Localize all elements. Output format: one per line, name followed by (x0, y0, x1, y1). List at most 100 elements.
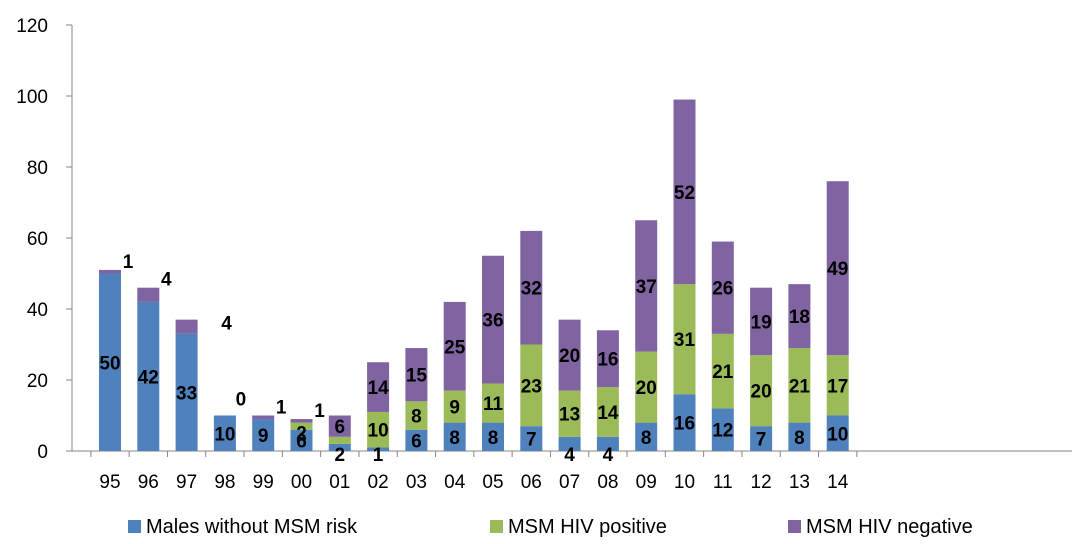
bar-segment (596, 330, 619, 388)
bar-segment (252, 419, 275, 451)
data-label: 42 (138, 367, 159, 388)
bar-segment (443, 301, 466, 391)
data-label: 4 (603, 445, 614, 466)
bar-segment (405, 348, 428, 402)
bar-segment (558, 319, 581, 391)
legend-label: Males without MSM risk (146, 516, 358, 538)
x-tick-label: 04 (444, 472, 466, 493)
data-label: 11 (483, 394, 504, 415)
data-label: 15 (406, 366, 428, 387)
bar-segment (328, 415, 351, 437)
data-label: 8 (641, 428, 652, 449)
x-tick-label: 08 (597, 472, 618, 493)
x-tick-label: 05 (482, 472, 503, 493)
x-tick-label: 97 (176, 472, 197, 493)
bar-segment (635, 220, 658, 352)
bar-segment (673, 99, 696, 285)
data-label: 50 (99, 353, 120, 374)
bar-segment (520, 426, 543, 451)
x-tick-label: 01 (329, 472, 350, 493)
data-label: 10 (214, 424, 235, 445)
bar-segment (99, 273, 121, 451)
data-label: 20 (559, 346, 580, 367)
bar-segment (711, 408, 734, 451)
data-label: 4 (221, 314, 232, 335)
bar-segment (788, 284, 811, 349)
x-tick-label: 96 (138, 472, 159, 493)
bar-segment (405, 401, 428, 430)
data-label: 14 (368, 378, 390, 399)
bar-segment (99, 269, 121, 274)
legend-item: MSM HIV negative (788, 516, 973, 538)
y-tick-label: 40 (27, 300, 48, 321)
bar-segment (788, 422, 811, 451)
data-label: 7 (526, 430, 537, 451)
bar-segment (175, 333, 198, 451)
bar-segment (673, 394, 696, 451)
data-label: 6 (296, 431, 307, 452)
data-label: 20 (751, 382, 772, 403)
data-label: 25 (444, 337, 466, 358)
data-labels: 5014243341009162126110146815892581136723… (99, 183, 848, 466)
bar-segment (405, 429, 428, 451)
data-label: 18 (789, 307, 810, 328)
data-label: 8 (794, 428, 805, 449)
x-tick-label: 13 (789, 472, 810, 493)
bar-segment (596, 387, 619, 437)
data-label: 9 (449, 398, 460, 419)
data-label: 1 (314, 401, 325, 422)
bar-segment (826, 355, 849, 416)
data-label: 9 (258, 426, 269, 447)
bar-segment (482, 422, 504, 451)
data-label: 8 (449, 428, 460, 449)
x-tick-label: 10 (674, 472, 695, 493)
bar-segment (290, 419, 313, 423)
bar-segment (711, 333, 734, 409)
legend-label: MSM HIV positive (508, 516, 667, 538)
x-tick-label: 95 (99, 472, 120, 493)
data-label: 10 (827, 424, 848, 445)
x-tick-label: 07 (559, 472, 580, 493)
data-label: 17 (827, 376, 848, 397)
data-label: 49 (827, 259, 848, 280)
bar-segment (137, 301, 160, 451)
x-tick-label: 98 (214, 472, 235, 493)
bar-segment (443, 390, 466, 423)
data-label: 21 (712, 362, 734, 383)
x-tick-label: 09 (636, 472, 657, 493)
data-label: 52 (674, 183, 695, 204)
x-tick-label: 03 (406, 472, 427, 493)
legend-label: MSM HIV negative (806, 516, 973, 538)
legend-swatch (128, 520, 141, 533)
data-label: 1 (373, 445, 384, 466)
data-label: 36 (482, 311, 503, 332)
data-label: 10 (368, 421, 389, 442)
data-label: 6 (335, 417, 346, 438)
legend-swatch (490, 520, 503, 533)
bar-segment (213, 415, 236, 451)
y-tick-label: 60 (27, 229, 48, 250)
y-axis: 0 20 40 60 80 100 120 (16, 16, 73, 463)
bar-segment (137, 287, 160, 302)
bar-segment (367, 447, 390, 451)
bar-segment (711, 241, 734, 334)
data-label: 0 (236, 390, 247, 411)
bar-segment (328, 436, 351, 444)
data-label: 31 (674, 330, 696, 351)
x-tick-label: 02 (368, 472, 389, 493)
bar-segment (558, 390, 581, 437)
bars (99, 99, 849, 451)
x-tick-label: 00 (291, 472, 312, 493)
bar-segment (443, 422, 466, 451)
bar-segment (788, 348, 811, 423)
legend-item: MSM HIV positive (490, 516, 667, 538)
bar-segment (596, 436, 619, 451)
bar-segment (635, 351, 658, 423)
data-label: 6 (411, 431, 422, 452)
x-tick-label: 11 (713, 472, 733, 493)
bar-segment (520, 230, 543, 345)
bar-segment (826, 415, 849, 451)
y-tick-label: 120 (16, 16, 48, 37)
bar-segment (367, 411, 390, 448)
